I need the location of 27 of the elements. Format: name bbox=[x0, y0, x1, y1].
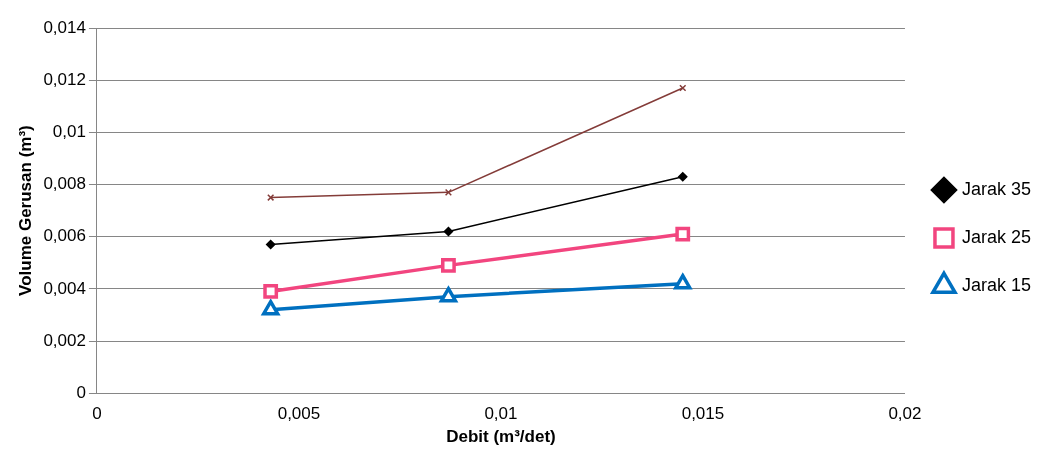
point bbox=[263, 284, 279, 299]
y-tick-label: 0,01 bbox=[52, 122, 86, 142]
point bbox=[439, 286, 458, 303]
point bbox=[443, 226, 454, 237]
y-tick-label: 0,008 bbox=[43, 174, 86, 194]
y-tick-label: 0,004 bbox=[43, 278, 86, 298]
point bbox=[678, 171, 688, 182]
x-tick-label: 0,015 bbox=[681, 404, 725, 424]
y-tick-label: 0,006 bbox=[43, 226, 86, 246]
x-tick-label: 0,01 bbox=[484, 404, 518, 424]
point bbox=[261, 299, 280, 316]
legend-label: Jarak 15 bbox=[961, 274, 1032, 295]
point bbox=[675, 226, 691, 242]
legend-label: Jarak 35 bbox=[961, 178, 1032, 199]
y-tick-label: 0 bbox=[76, 382, 86, 402]
point bbox=[441, 257, 456, 273]
point bbox=[674, 273, 692, 290]
y-tick-label: 0,014 bbox=[43, 17, 86, 37]
x-tick-label: 0,005 bbox=[277, 404, 321, 424]
x-axis-title: Debit (m³/det) bbox=[446, 427, 556, 447]
point bbox=[265, 239, 276, 250]
legend-label: Jarak 25 bbox=[961, 226, 1032, 247]
y-tick-label: 0,002 bbox=[43, 330, 86, 350]
x-tick-label: 0,02 bbox=[888, 404, 922, 424]
y-tick-label: 0,012 bbox=[43, 69, 86, 89]
y-axis-title: Volume Gerusan (m³) bbox=[15, 125, 35, 296]
x-tick-label: 0 bbox=[92, 404, 102, 424]
